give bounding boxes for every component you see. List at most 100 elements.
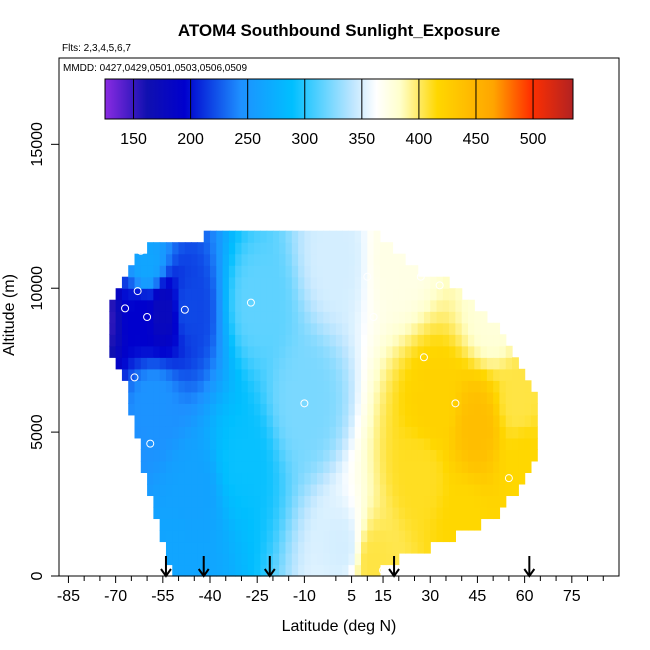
heatmap-cell bbox=[335, 276, 343, 289]
heatmap-cell bbox=[298, 311, 305, 324]
heatmap-cell bbox=[361, 506, 368, 520]
heatmap-cell bbox=[329, 311, 337, 324]
heatmap-cell bbox=[291, 253, 299, 266]
heatmap-cell bbox=[367, 380, 375, 393]
heatmap-cell bbox=[493, 483, 501, 497]
heatmap-cell bbox=[178, 357, 186, 370]
heatmap-cell bbox=[361, 322, 368, 335]
heatmap-cell bbox=[140, 253, 148, 266]
heatmap-cell bbox=[323, 345, 331, 358]
heatmap-cell bbox=[486, 449, 494, 462]
heatmap-cell bbox=[210, 311, 217, 324]
heatmap-cell bbox=[449, 311, 456, 324]
heatmap-cell bbox=[172, 460, 180, 473]
heatmap-cell bbox=[379, 460, 387, 473]
heatmap-cell bbox=[241, 334, 249, 347]
x-tick-label: -70 bbox=[104, 588, 127, 605]
heatmap-field bbox=[109, 230, 538, 577]
heatmap-cell bbox=[392, 426, 400, 439]
heatmap-cell bbox=[436, 518, 444, 531]
heatmap-cell bbox=[405, 345, 412, 358]
heatmap-cell bbox=[228, 288, 236, 301]
observation-point bbox=[379, 566, 388, 575]
heatmap-cell bbox=[386, 483, 394, 497]
heatmap-cell bbox=[398, 299, 406, 312]
heatmap-cell bbox=[222, 564, 230, 577]
heatmap-cell bbox=[272, 311, 280, 324]
heatmap-cell bbox=[367, 472, 375, 485]
heatmap-cell bbox=[486, 414, 494, 427]
heatmap-cell bbox=[310, 334, 318, 347]
observation-point bbox=[363, 272, 372, 281]
heatmap-cell bbox=[291, 518, 299, 531]
heatmap-cell bbox=[153, 265, 161, 278]
heatmap-cell bbox=[335, 345, 343, 358]
x-axis-label: Latitude (deg N) bbox=[282, 618, 397, 635]
colorbar-tick-label: 150 bbox=[120, 131, 147, 148]
heatmap-cell bbox=[405, 276, 412, 289]
heatmap-cell bbox=[254, 529, 261, 543]
heatmap-cell bbox=[480, 495, 488, 508]
heatmap-cell bbox=[379, 483, 387, 497]
heatmap-cell bbox=[197, 288, 205, 301]
heatmap-cell bbox=[153, 242, 161, 255]
heatmap-cell bbox=[298, 242, 305, 255]
heatmap-cell bbox=[159, 334, 167, 347]
heatmap-cell bbox=[235, 437, 243, 450]
heatmap-cell bbox=[379, 403, 387, 416]
heatmap-cell bbox=[279, 253, 287, 266]
heatmap-cell bbox=[197, 426, 205, 439]
heatmap-cell bbox=[153, 437, 161, 450]
heatmap-cell bbox=[310, 242, 318, 255]
heatmap-cell bbox=[316, 437, 324, 450]
heatmap-cell bbox=[272, 230, 280, 243]
heatmap-cell bbox=[291, 380, 299, 393]
heatmap-cell bbox=[474, 460, 482, 473]
heatmap-cell bbox=[316, 472, 324, 485]
heatmap-cell bbox=[304, 368, 312, 381]
heatmap-cell bbox=[316, 265, 324, 278]
heatmap-cell bbox=[191, 506, 199, 520]
heatmap-cell bbox=[348, 483, 356, 497]
heatmap-cell bbox=[373, 357, 381, 370]
heatmap-cell bbox=[147, 276, 154, 289]
heatmap-cell bbox=[165, 449, 173, 462]
heatmap-cell bbox=[373, 564, 381, 577]
heatmap-cell bbox=[354, 541, 362, 554]
heatmap-cell bbox=[184, 529, 192, 543]
heatmap-cell bbox=[386, 299, 394, 312]
heatmap-cell bbox=[140, 391, 148, 404]
heatmap-cell bbox=[260, 437, 268, 450]
heatmap-cell bbox=[222, 552, 230, 566]
heatmap-cell bbox=[411, 541, 419, 554]
heatmap-cell bbox=[455, 322, 463, 335]
heatmap-cell bbox=[480, 449, 488, 462]
heatmap-cell bbox=[361, 368, 368, 381]
heatmap-cell bbox=[361, 564, 368, 577]
heatmap-cell bbox=[354, 265, 362, 278]
heatmap-cell bbox=[272, 414, 280, 427]
heatmap-cell bbox=[474, 391, 482, 404]
heatmap-cell bbox=[285, 288, 293, 301]
heatmap-cell bbox=[247, 472, 255, 485]
heatmap-cell bbox=[449, 380, 456, 393]
heatmap-cell bbox=[191, 311, 199, 324]
heatmap-cell bbox=[430, 403, 438, 416]
heatmap-cell bbox=[109, 311, 117, 324]
heatmap-cell bbox=[405, 391, 412, 404]
heatmap-cell bbox=[392, 276, 400, 289]
heatmap-cell bbox=[323, 322, 331, 335]
heatmap-cell bbox=[342, 495, 350, 508]
heatmap-cell bbox=[241, 518, 249, 531]
heatmap-cell bbox=[165, 541, 173, 554]
heatmap-cell bbox=[398, 426, 406, 439]
heatmap-cell bbox=[228, 529, 236, 543]
heatmap-cell bbox=[310, 529, 318, 543]
heatmap-cell bbox=[134, 426, 142, 439]
heatmap-cell bbox=[191, 322, 199, 335]
heatmap-cell bbox=[222, 230, 230, 243]
heatmap-cell bbox=[266, 357, 274, 370]
heatmap-cell bbox=[354, 403, 362, 416]
heatmap-cell bbox=[184, 518, 192, 531]
heatmap-cell bbox=[216, 230, 224, 243]
